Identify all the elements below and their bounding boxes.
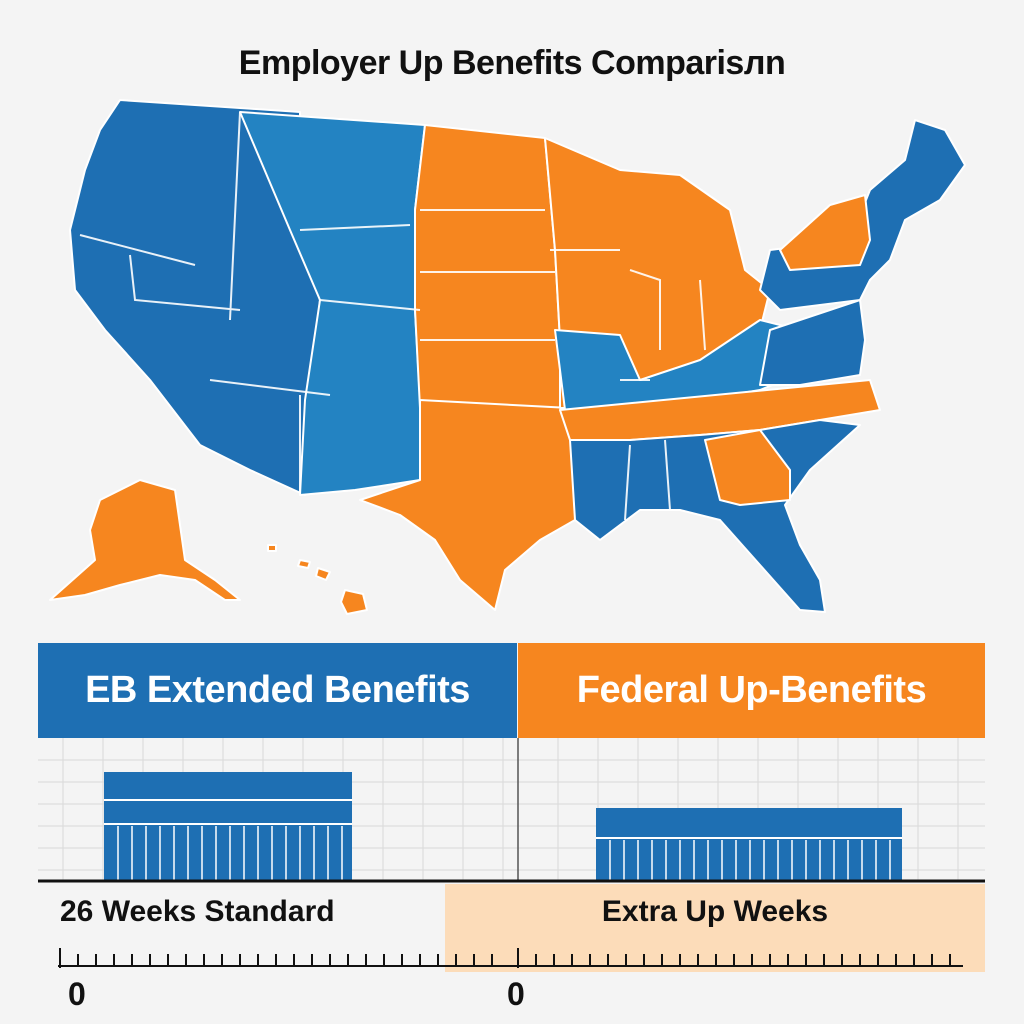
map-region-hawaii <box>267 544 368 615</box>
map-region-new-york <box>779 194 871 271</box>
right-zero-label: 0 <box>507 976 525 1012</box>
left-zero-label: 0 <box>68 976 86 1012</box>
page-title: Employer Up Benefits Comparisлn <box>238 44 786 82</box>
map-region-alaska <box>49 479 241 601</box>
standard-weeks-label: 26 Weeks Standard <box>60 895 335 928</box>
legend-eb-extended-benefits: EB Extended Benefits <box>38 643 517 738</box>
legend-federal-up-benefits: Federal Up-Benefits <box>518 643 985 738</box>
benefit-bars <box>38 738 985 968</box>
extra-weeks-label: Extra Up Weeks <box>601 895 829 928</box>
bar-standard <box>104 772 352 880</box>
bar-extra <box>596 808 902 880</box>
map-region-plains <box>414 124 561 409</box>
map-region-georgia <box>704 429 791 506</box>
legend-eb-label: EB Extended Benefits <box>85 669 470 711</box>
legend-fed-label: Federal Up-Benefits <box>576 669 927 711</box>
map-border <box>79 111 706 521</box>
ruler <box>58 948 963 968</box>
map-region-virginia <box>759 299 866 386</box>
us-map <box>49 99 966 615</box>
